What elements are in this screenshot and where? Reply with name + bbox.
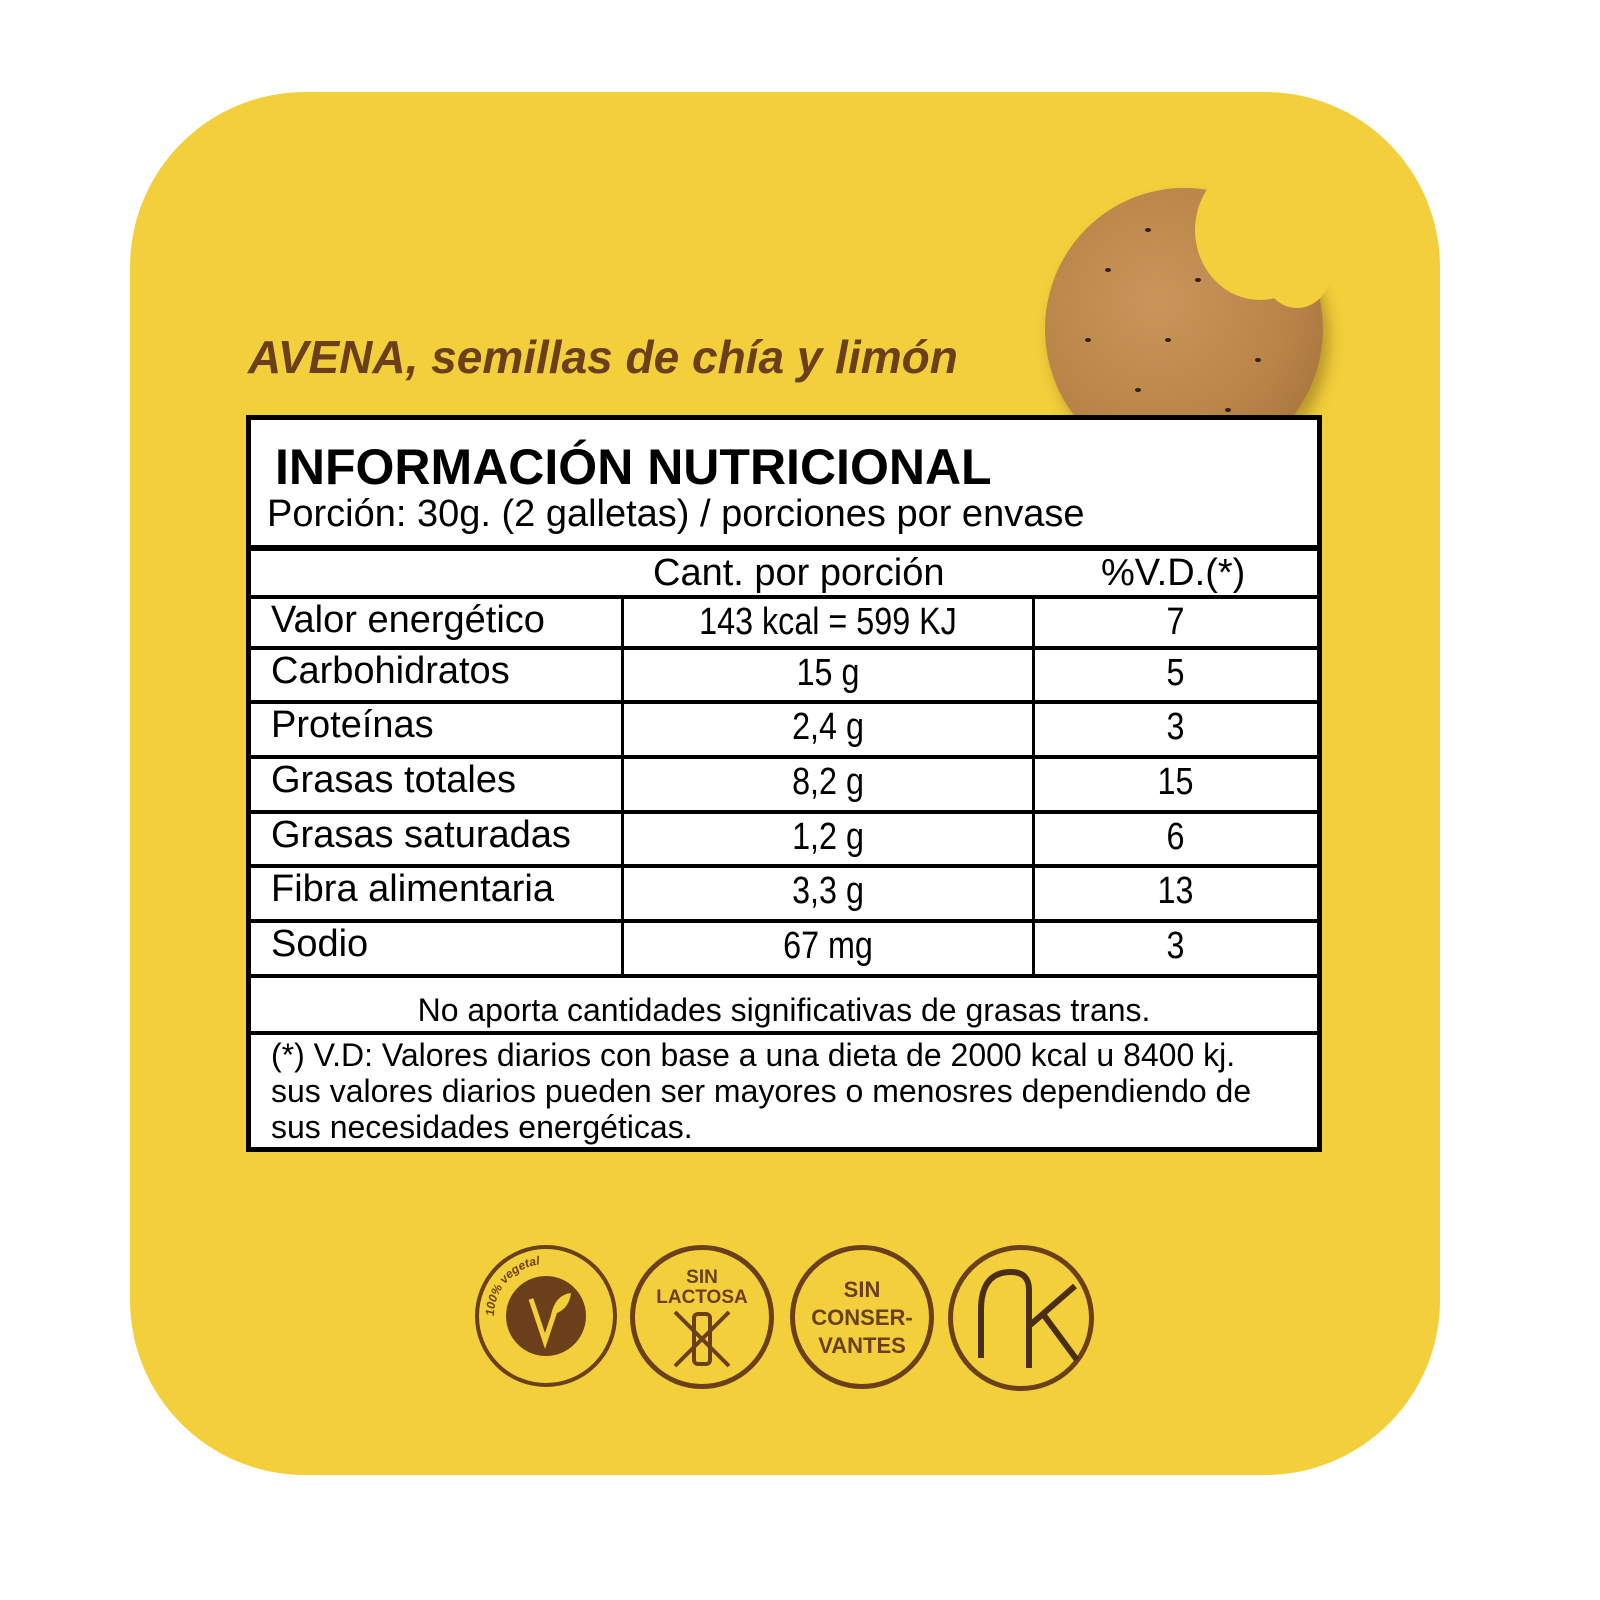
product-flavor: AVENA, semillas de chía y limón	[248, 331, 958, 383]
badge-text: SIN	[686, 1267, 718, 1288]
crossed-bottle-icon	[673, 1310, 731, 1368]
badge-text: VANTES	[818, 1333, 906, 1358]
nutrient-dv: 3	[1166, 706, 1185, 748]
divider	[251, 595, 1317, 599]
nutrient-amount: 15 g	[796, 652, 860, 694]
divider	[251, 700, 1317, 704]
badge-text: CONSER-	[811, 1305, 913, 1330]
nutrient-name: Grasas totales	[271, 759, 516, 801]
divider	[251, 864, 1317, 868]
divider	[251, 919, 1317, 923]
nutrient-amount: 3,3 g	[792, 870, 864, 912]
column-divider	[621, 597, 624, 976]
portion-info: Porción: 30g. (2 galletas) / porciones p…	[267, 493, 1085, 535]
divider	[251, 810, 1317, 814]
nutrient-name: Fibra alimentaria	[271, 868, 554, 910]
badge-vegan: 100% vegetal	[475, 1245, 617, 1387]
nutrient-dv: 5	[1166, 652, 1185, 694]
nutrient-name: Valor energético	[271, 599, 545, 641]
nutrient-dv: 13	[1157, 870, 1194, 912]
divider	[251, 755, 1317, 759]
nutrient-dv: 15	[1157, 761, 1194, 803]
trans-fat-note: No aporta cantidades significativas de g…	[417, 992, 1151, 1028]
leaf-v-icon: 100% vegetal	[483, 1253, 586, 1356]
badge-sin-conservantes: SIN CONSER- VANTES	[790, 1245, 934, 1389]
nutrient-amount: 67 mg	[783, 925, 873, 967]
nutrient-name: Grasas saturadas	[271, 814, 571, 856]
nutrient-amount: 1,2 g	[792, 816, 864, 858]
header-dv: %V.D.(*)	[1101, 552, 1246, 594]
header-amount: Cant. por porción	[653, 552, 945, 594]
kosher-ak-logo	[978, 1268, 1080, 1368]
table-title: INFORMACIÓN NUTRICIONAL	[275, 439, 992, 495]
nutrient-dv: 3	[1166, 925, 1185, 967]
badge-kosher	[948, 1245, 1094, 1391]
badge-text: LACTOSA	[656, 1287, 748, 1308]
cookie-bite	[1262, 228, 1332, 308]
nutrient-name: Sodio	[271, 923, 369, 965]
nutrient-name: Carbohidratos	[271, 650, 510, 692]
divider	[251, 1031, 1317, 1035]
badge-text: SIN	[843, 1277, 881, 1302]
footnote: (*) V.D: Valores diarios con base a una …	[271, 1037, 1252, 1145]
nutrition-table: INFORMACIÓN NUTRICIONAL Porción: 30g. (2…	[246, 415, 1322, 1152]
nutrient-name: Proteínas	[271, 704, 434, 746]
nutrient-dv: 7	[1166, 601, 1185, 643]
column-divider	[1032, 597, 1035, 976]
nutrient-amount: 8,2 g	[792, 761, 864, 803]
badge-sin-lactosa: SIN LACTOSA	[630, 1245, 774, 1389]
nutrient-dv: 6	[1166, 816, 1185, 858]
divider	[251, 545, 1317, 551]
divider	[251, 974, 1317, 978]
nutrient-amount: 2,4 g	[792, 706, 864, 748]
divider	[251, 646, 1317, 650]
nutrient-amount: 143 kcal = 599 KJ	[699, 601, 957, 643]
